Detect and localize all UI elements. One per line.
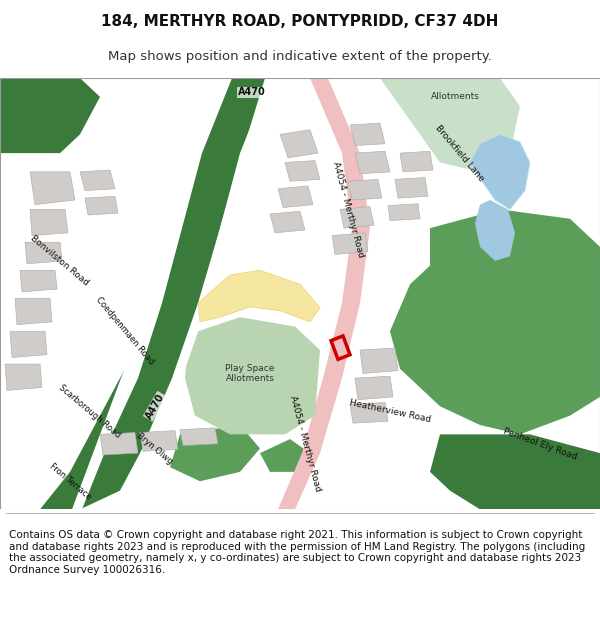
Polygon shape	[185, 317, 320, 434]
Polygon shape	[5, 364, 42, 390]
Polygon shape	[360, 348, 398, 373]
Polygon shape	[170, 425, 260, 481]
Polygon shape	[350, 402, 388, 423]
Polygon shape	[285, 161, 320, 181]
Polygon shape	[430, 434, 600, 509]
Text: Penheol Ely Road: Penheol Ely Road	[502, 426, 578, 461]
Text: Scarborough Road: Scarborough Road	[58, 382, 122, 439]
Text: Allotments: Allotments	[431, 92, 479, 101]
Polygon shape	[100, 432, 138, 455]
Polygon shape	[388, 204, 420, 221]
Polygon shape	[470, 134, 530, 209]
Polygon shape	[30, 172, 75, 205]
Text: Heatherview Road: Heatherview Road	[349, 398, 431, 424]
Polygon shape	[30, 209, 68, 236]
Text: Bryn Olwg: Bryn Olwg	[136, 431, 175, 466]
Polygon shape	[72, 78, 232, 509]
Polygon shape	[332, 232, 368, 254]
Polygon shape	[140, 431, 178, 451]
Polygon shape	[270, 211, 305, 232]
Polygon shape	[40, 78, 270, 509]
Polygon shape	[85, 196, 118, 215]
Polygon shape	[20, 270, 57, 292]
Polygon shape	[280, 129, 318, 158]
Text: A470: A470	[144, 392, 166, 421]
Polygon shape	[350, 123, 385, 146]
Polygon shape	[475, 200, 515, 261]
Text: Coedpenmaen Road: Coedpenmaen Road	[94, 296, 156, 367]
Polygon shape	[118, 78, 275, 509]
Polygon shape	[355, 376, 393, 400]
Text: Bonvilston Road: Bonvilston Road	[29, 234, 91, 288]
Polygon shape	[0, 78, 100, 153]
Polygon shape	[348, 179, 382, 200]
Polygon shape	[198, 270, 320, 322]
Polygon shape	[180, 428, 218, 446]
Polygon shape	[10, 331, 47, 357]
Polygon shape	[80, 170, 115, 191]
Text: Brookfield Lane: Brookfield Lane	[434, 123, 486, 183]
Text: 184, MERTHYR ROAD, PONTYPRIDD, CF37 4DH: 184, MERTHYR ROAD, PONTYPRIDD, CF37 4DH	[101, 14, 499, 29]
Polygon shape	[15, 298, 52, 325]
Text: Fron Terrace: Fron Terrace	[47, 461, 92, 501]
Text: A4054 - Merthyr Road: A4054 - Merthyr Road	[288, 395, 322, 492]
Text: A470: A470	[238, 87, 266, 97]
Polygon shape	[278, 78, 370, 509]
Polygon shape	[355, 151, 390, 174]
Text: Play Space
Allotments: Play Space Allotments	[226, 364, 275, 383]
Polygon shape	[340, 206, 374, 228]
Polygon shape	[260, 439, 310, 472]
Polygon shape	[380, 78, 520, 172]
Polygon shape	[25, 242, 62, 264]
Polygon shape	[390, 209, 600, 434]
Polygon shape	[400, 151, 433, 172]
Text: A4054 - Merthyr Road: A4054 - Merthyr Road	[331, 161, 365, 258]
Polygon shape	[395, 177, 428, 198]
Text: Map shows position and indicative extent of the property.: Map shows position and indicative extent…	[108, 50, 492, 62]
Text: Contains OS data © Crown copyright and database right 2021. This information is : Contains OS data © Crown copyright and d…	[9, 530, 585, 575]
Polygon shape	[278, 186, 313, 208]
